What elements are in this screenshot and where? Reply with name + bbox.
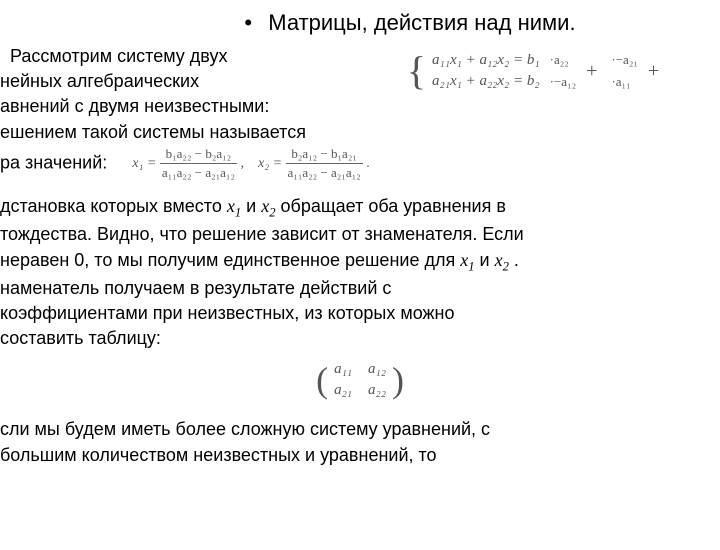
line-6: дстановка которых вместо x1 и x2 обращае…	[0, 194, 720, 222]
separator: ,	[241, 156, 245, 171]
solution-formulas: x₁ = b₁a₂₂ − b₂a₁₂ a₁₁a₂₂ − a₂₁a₁₂ , x₂ …	[132, 145, 369, 182]
var-x1: x1	[227, 196, 241, 216]
line-6c: обращает оба уравнения в	[276, 196, 506, 216]
left-paren-icon: (	[316, 362, 328, 398]
right-paren-icon: )	[392, 362, 404, 398]
brace-icon: {	[407, 51, 426, 91]
line-8c: .	[509, 250, 519, 270]
line-12: сли мы будем иметь более сложную систему…	[0, 417, 720, 442]
cell-a21: a₂₁	[334, 380, 352, 401]
mult-1a: ·a₂₂	[550, 52, 577, 68]
line-8: неравен 0, то мы получим единственное ре…	[0, 248, 720, 276]
x2-label: x₂ =	[258, 156, 282, 171]
plus-icon-2: +	[648, 60, 659, 83]
end-period: .	[366, 156, 370, 171]
cell-a22: a₂₂	[368, 380, 386, 401]
x2-numerator: b₂a₁₂ − b₁a₂₁	[286, 145, 363, 164]
line-5: ра значений: x₁ = b₁a₂₂ − b₂a₁₂ a₁₁a₂₂ −…	[0, 145, 720, 182]
line-7: тождества. Видно, что решение зависит от…	[0, 222, 720, 247]
var-x2b: x2	[495, 250, 509, 270]
x1-denominator: a₁₁a₂₂ − a₂₁a₁₂	[160, 164, 237, 182]
multipliers-2: ·−a₂₁ ·a₁₁	[611, 52, 638, 90]
body-content: Рассмотрим систему двух нейных алгебраич…	[0, 44, 720, 468]
plus-icon-1: +	[586, 60, 597, 83]
x1-fraction: b₁a₂₂ − b₂a₁₂ a₁₁a₂₂ − a₂₁a₁₂	[160, 145, 237, 182]
mult-1b: ·−a₂₁	[611, 52, 638, 68]
line-6a: дстановка которых вместо	[0, 196, 227, 216]
system-of-equations: { a₁₁x₁ + a₁₂x₂ = b₁ a₂₁x₁ + a₂₂x₂ = b₂ …	[360, 50, 710, 105]
x1-label: x₁ =	[132, 156, 156, 171]
coefficient-matrix: ( a₁₁ a₁₂ a₂₁ a₂₂ )	[0, 359, 720, 401]
cell-a12: a₁₂	[368, 359, 386, 380]
page-title: • Матрицы, действия над ними.	[0, 10, 720, 36]
line-4: ешением такой системы называется	[0, 120, 720, 145]
line-8a: неравен 0, то мы получим единственное ре…	[0, 250, 460, 270]
system-rows: a₁₁x₁ + a₁₂x₂ = b₁ a₂₁x₁ + a₂₂x₂ = b₂	[432, 50, 540, 92]
x2-fraction: b₂a₁₂ − b₁a₂₁ a₁₁a₂₂ − a₂₁a₁₂	[286, 145, 363, 182]
line-9: наменатель получаем в результате действи…	[0, 276, 720, 301]
var-x2: x2	[261, 196, 275, 216]
eq-row-1: a₁₁x₁ + a₁₂x₂ = b₁	[432, 50, 540, 71]
eq-row-2: a₂₁x₁ + a₂₂x₂ = b₂	[432, 71, 540, 92]
line-6b: и	[241, 196, 261, 216]
line-13: большим количеством неизвестных и уравне…	[0, 443, 720, 468]
line-10: коэффициентами при неизвестных, из котор…	[0, 301, 720, 326]
multipliers-1: ·a₂₂ ·−a₁₂	[550, 52, 577, 90]
line-11: составить таблицу:	[0, 326, 720, 351]
matrix-cells: a₁₁ a₁₂ a₂₁ a₂₂	[328, 359, 392, 401]
x1-numerator: b₁a₂₂ − b₂a₁₂	[160, 145, 237, 164]
mult-2b: ·a₁₁	[611, 74, 638, 90]
line-8b: и	[475, 250, 495, 270]
var-x1b: x1	[460, 250, 474, 270]
mult-2a: ·−a₁₂	[550, 74, 577, 90]
cell-a11: a₁₁	[334, 359, 352, 380]
line-5-text: ра значений:	[0, 152, 107, 172]
title-text: Матрицы, действия над ними.	[268, 10, 575, 35]
bullet-icon: •	[244, 10, 252, 36]
x2-denominator: a₁₁a₂₂ − a₂₁a₁₂	[286, 164, 363, 182]
